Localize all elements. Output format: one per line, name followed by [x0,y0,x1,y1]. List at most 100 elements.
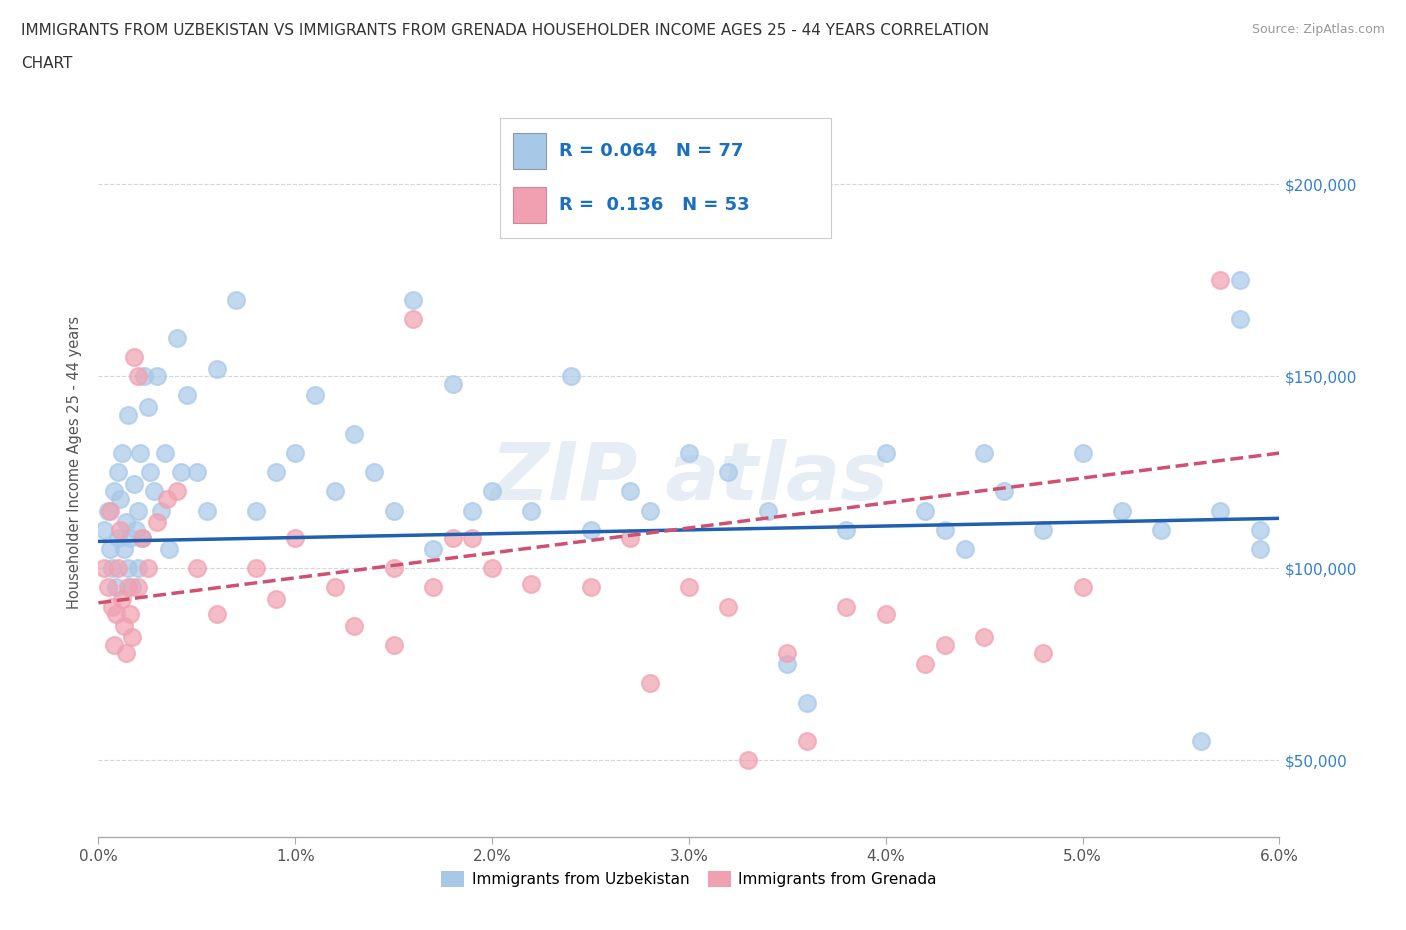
Point [111,591,134,606]
Point [914,503,936,518]
Point [146,369,169,384]
Point [737,752,759,767]
Point [136,561,159,576]
Point [121,630,143,644]
Point [98,503,121,518]
Point [127,580,149,595]
Point [245,503,267,518]
Point [118,530,141,545]
Point [953,541,976,556]
Point [422,541,444,556]
Point [284,530,307,545]
Point [122,476,145,491]
Point [835,599,858,614]
Point [127,503,149,518]
Point [1071,445,1094,460]
Point [122,350,145,365]
Point [402,312,425,326]
Point [402,292,425,307]
Point [776,645,799,660]
Point [973,630,995,644]
Point [205,607,228,622]
Point [115,645,138,660]
Point [638,503,661,518]
Point [105,607,128,622]
Point [619,530,641,545]
Point [343,618,366,633]
Point [264,591,287,606]
Point [520,577,543,591]
Point [796,696,818,711]
Point [107,530,129,545]
Point [973,445,995,460]
Point [835,523,858,538]
Point [111,445,134,460]
Point [678,445,700,460]
Point [441,377,464,392]
Point [1249,523,1271,538]
Point [166,484,188,498]
Point [382,561,405,576]
Point [125,523,148,538]
Legend: Immigrants from Uzbekistan, Immigrants from Grenada: Immigrants from Uzbekistan, Immigrants f… [434,865,943,893]
Point [481,484,503,498]
Point [1209,503,1232,518]
Point [101,561,124,576]
Point [205,361,228,376]
Point [579,523,602,538]
Point [98,541,121,556]
Point [382,638,405,653]
Point [117,580,139,595]
Point [97,580,120,595]
Point [155,445,177,460]
Point [934,523,956,538]
Point [304,388,326,403]
Point [1032,523,1054,538]
Point [225,292,247,307]
Point [150,503,173,518]
Point [166,330,188,345]
Point [343,427,366,442]
Point [1032,645,1054,660]
Point [117,561,139,576]
Point [105,580,128,595]
Point [776,657,799,671]
Point [382,503,405,518]
Point [115,514,138,529]
Point [93,561,115,576]
Point [112,541,135,556]
Point [717,465,740,480]
Point [422,580,444,595]
Point [796,734,818,749]
Point [128,445,150,460]
Point [481,561,503,576]
Point [117,407,139,422]
Point [131,530,153,545]
Point [146,514,169,529]
Point [176,388,198,403]
Point [284,445,307,460]
Point [245,561,267,576]
Point [1249,541,1271,556]
Point [579,580,602,595]
Point [118,607,141,622]
Point [195,503,218,518]
Point [112,618,135,633]
Point [461,530,484,545]
Point [993,484,1015,498]
Point [560,369,582,384]
Point [363,465,385,480]
Point [132,369,155,384]
Text: CHART: CHART [21,56,73,71]
Point [875,607,897,622]
Point [756,503,779,518]
Text: ZIP atlas: ZIP atlas [489,439,889,517]
Text: IMMIGRANTS FROM UZBEKISTAN VS IMMIGRANTS FROM GRENADA HOUSEHOLDER INCOME AGES 25: IMMIGRANTS FROM UZBEKISTAN VS IMMIGRANTS… [21,23,990,38]
Point [1071,580,1094,595]
Point [103,484,125,498]
Point [323,484,346,498]
Point [131,530,153,545]
Point [678,580,700,595]
Point [101,599,124,614]
Point [186,465,208,480]
